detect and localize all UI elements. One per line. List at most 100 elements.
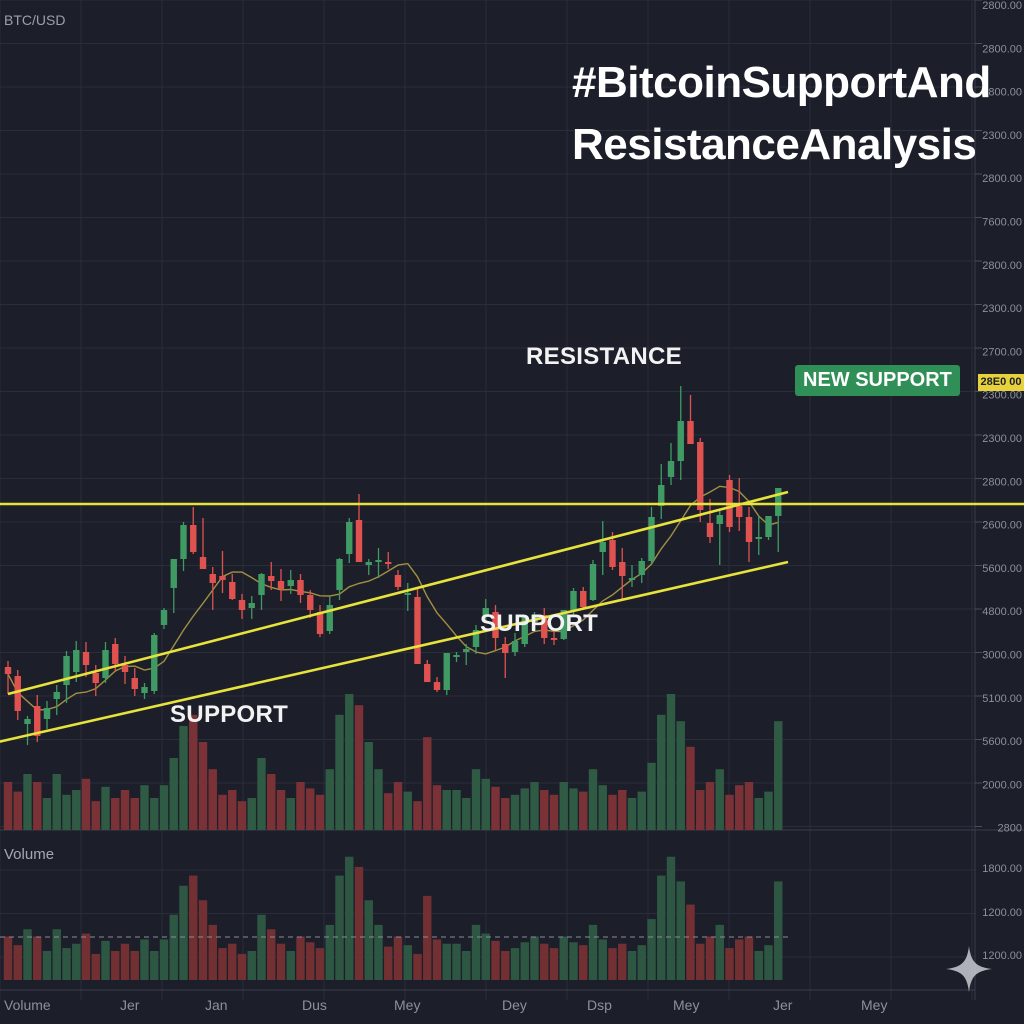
- candle-body: [316, 612, 324, 634]
- candle-body: [482, 608, 489, 617]
- candle-body: [385, 562, 392, 564]
- volume-panel-bar: [384, 946, 393, 980]
- candle-body: [307, 595, 314, 610]
- volume-bar: [569, 788, 578, 830]
- volume-panel-bar: [111, 951, 120, 980]
- chart-grid: [0, 0, 1024, 1000]
- volume-panel-bar: [540, 943, 549, 980]
- candle-body: [706, 523, 714, 537]
- volume-bar: [130, 798, 139, 830]
- volume-bar: [237, 801, 247, 830]
- price-axis-label: 5600.00: [982, 563, 1022, 575]
- volume-bar: [520, 788, 529, 830]
- candle-body: [24, 719, 31, 724]
- volume-bar: [140, 785, 149, 830]
- volume-panel-bar: [257, 914, 266, 980]
- volume-panel-bar: [423, 895, 432, 980]
- candle-body: [609, 540, 616, 567]
- candle-body: [141, 687, 148, 693]
- volume-bar: [598, 785, 607, 830]
- volume-axis-label: 1200.00: [982, 950, 1022, 962]
- time-axis-label: Volume: [4, 997, 51, 1013]
- candle-body: [258, 574, 265, 595]
- lower-trendline[interactable]: [0, 560, 789, 743]
- volume-bar: [218, 794, 227, 830]
- volume-panel-bar: [140, 939, 149, 980]
- volume-panel-bar: [676, 881, 685, 980]
- volume-panel-bar: [696, 943, 705, 980]
- candle-body: [238, 600, 246, 610]
- price-axis-label: 2800.00: [982, 87, 1022, 99]
- volume-panel-bar: [3, 936, 13, 980]
- candle-body: [697, 442, 704, 510]
- volume-panel-bar: [72, 943, 81, 980]
- candle-body: [229, 582, 236, 599]
- candle-body: [277, 581, 285, 589]
- volume-panel-bar: [686, 904, 695, 980]
- candle-body: [433, 682, 441, 690]
- candle-body: [219, 576, 226, 580]
- symbol-label: BTC/USD: [4, 12, 66, 28]
- volume-panel-bar: [189, 875, 198, 980]
- candle-body: [511, 641, 519, 652]
- candle-body: [297, 580, 304, 595]
- time-axis-label: Jer: [773, 997, 793, 1013]
- candle-body: [102, 650, 109, 678]
- volume-panel-bar: [52, 929, 61, 980]
- volume-panel-bar: [237, 953, 247, 980]
- volume-bar: [579, 791, 588, 830]
- volume-bar: [442, 790, 451, 830]
- volume-panel-bar: [179, 885, 188, 980]
- volume-panel-bar: [159, 939, 169, 980]
- volume-panel-bar: [559, 936, 568, 980]
- candle-body: [82, 652, 90, 665]
- volume-panel-bar: [150, 951, 159, 980]
- volume-panel-bar: [42, 951, 52, 980]
- volume-bar: [286, 798, 295, 830]
- volume-overlay: [3, 694, 783, 830]
- upper-trendline[interactable]: [7, 490, 789, 696]
- candle-body: [365, 562, 372, 565]
- volume-panel-bar: [62, 948, 71, 980]
- volume-bar: [481, 778, 490, 830]
- volume-bar: [345, 694, 354, 830]
- volume-bar: [754, 798, 763, 830]
- time-axis-label: Mey: [673, 997, 699, 1013]
- candle-body: [677, 421, 684, 461]
- volume-bar: [432, 785, 442, 830]
- volume-bar: [198, 742, 208, 830]
- price-axis-label: 2300.00: [982, 303, 1022, 315]
- volume-bar: [3, 782, 13, 830]
- volume-bar: [764, 791, 773, 830]
- price-axis-label: 2600.00: [982, 520, 1022, 532]
- title-line-1: #BitcoinSupportAnd: [572, 58, 991, 107]
- candle-body: [619, 562, 626, 576]
- price-axis-label: 2300.00: [982, 433, 1022, 445]
- volume-bar: [423, 737, 432, 830]
- volume-bar: [452, 790, 461, 830]
- volume-panel-bar: [23, 929, 32, 980]
- volume-panel-bar: [481, 933, 490, 980]
- volume-axis-label: 1800.00: [982, 863, 1022, 875]
- resistance-label: RESISTANCE: [526, 343, 682, 370]
- volume-bar: [608, 794, 617, 830]
- volume-panel-bar: [618, 943, 627, 980]
- price-axis: [974, 0, 982, 1000]
- volume-panel-bar: [130, 951, 139, 980]
- support-label-mid: SUPPORT: [480, 610, 599, 637]
- candle-body: [131, 678, 138, 689]
- sparkle-icon: [946, 946, 992, 992]
- trendlines[interactable]: [0, 490, 1024, 743]
- candle-body: [336, 559, 343, 590]
- price-axis-label: 2700.00: [982, 346, 1022, 358]
- candle-body: [404, 593, 411, 595]
- candle-body: [658, 485, 665, 506]
- volume-bar: [228, 790, 237, 830]
- volume-panel-bar: [276, 943, 286, 980]
- volume-bar: [169, 758, 178, 830]
- volume-bar: [13, 791, 22, 830]
- volume-panel-bar: [315, 948, 325, 980]
- candle-body: [550, 638, 558, 640]
- volume-panel-bar: [657, 875, 666, 980]
